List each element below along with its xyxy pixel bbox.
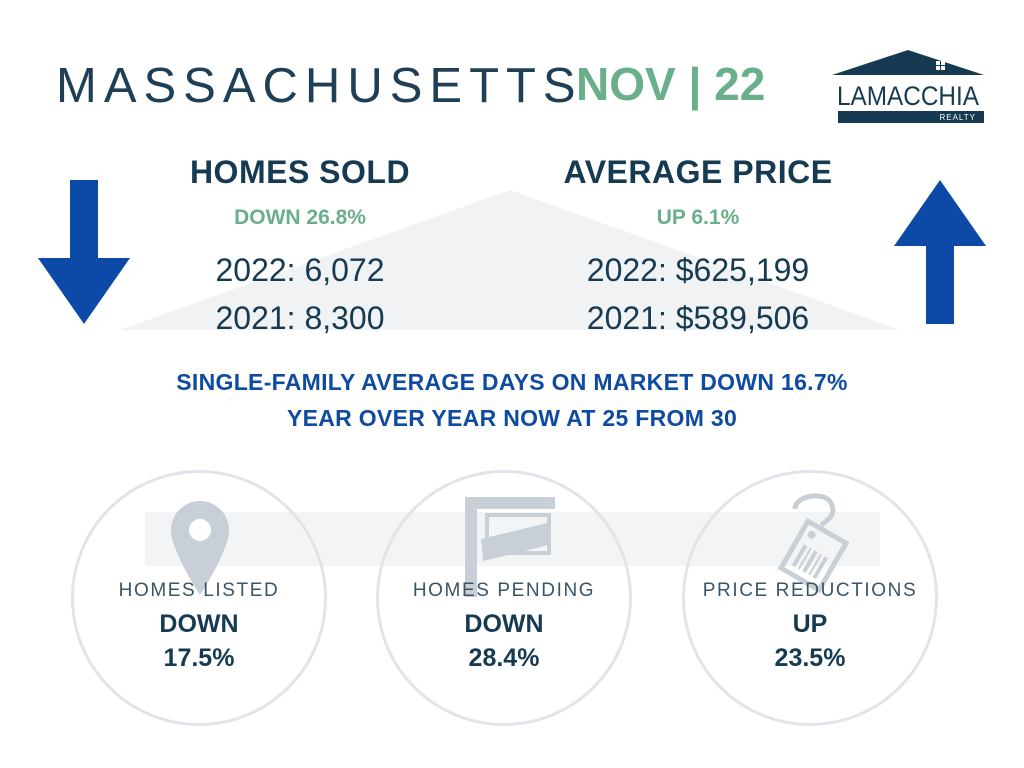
homes-pending-card: HOMES PENDING DOWN 28.4% [376, 470, 632, 726]
average-price-heading: AVERAGE PRICE [563, 154, 833, 190]
homes-pending-direction: DOWN [464, 610, 544, 638]
homes-listed-direction: DOWN [159, 610, 239, 638]
homes-sold-heading: HOMES SOLD [189, 154, 411, 190]
average-price-2021: 2021: $589,506 [586, 300, 810, 336]
state-title: MASSACHUSETTS [56, 59, 583, 113]
homes-sold-change: DOWN 26.8% [234, 206, 366, 229]
price-tag-icon [777, 493, 850, 594]
price-reductions-direction: UP [792, 610, 828, 638]
report-period: NOV | 22 [576, 58, 766, 110]
homes-pending-label: HOMES PENDING [412, 580, 596, 601]
average-price-2022: 2022: $625,199 [586, 252, 810, 288]
homes-listed-label: HOMES LISTED [118, 580, 280, 601]
days-on-market-line-2: YEAR OVER YEAR NOW AT 25 FROM 30 [286, 405, 738, 431]
average-price-change: UP 6.1% [656, 206, 740, 229]
svg-text:REALTY: REALTY [939, 113, 976, 122]
down-arrow-icon [38, 180, 130, 324]
homes-sold-2021: 2021: 8,300 [215, 300, 385, 336]
location-pin-icon [171, 501, 229, 595]
price-reductions-label: PRICE REDUCTIONS [702, 580, 918, 601]
homes-sold-2022: 2022: 6,072 [215, 252, 385, 288]
homes-listed-percent: 17.5% [163, 644, 235, 672]
up-arrow-icon [894, 180, 986, 324]
svg-text:LAMACCHIA: LAMACCHIA [837, 81, 979, 111]
lamacchia-logo: LAMACCHIA REALTY [832, 48, 984, 124]
homes-pending-percent: 28.4% [468, 644, 540, 672]
homes-listed-card: HOMES LISTED DOWN 17.5% [71, 470, 327, 726]
days-on-market-line-1: SINGLE-FAMILY AVERAGE DAYS ON MARKET DOW… [176, 369, 848, 395]
price-reductions-card: PRICE REDUCTIONS UP 23.5% [682, 470, 938, 726]
for-sale-sign-icon [465, 497, 555, 597]
price-reductions-percent: 23.5% [774, 644, 846, 672]
